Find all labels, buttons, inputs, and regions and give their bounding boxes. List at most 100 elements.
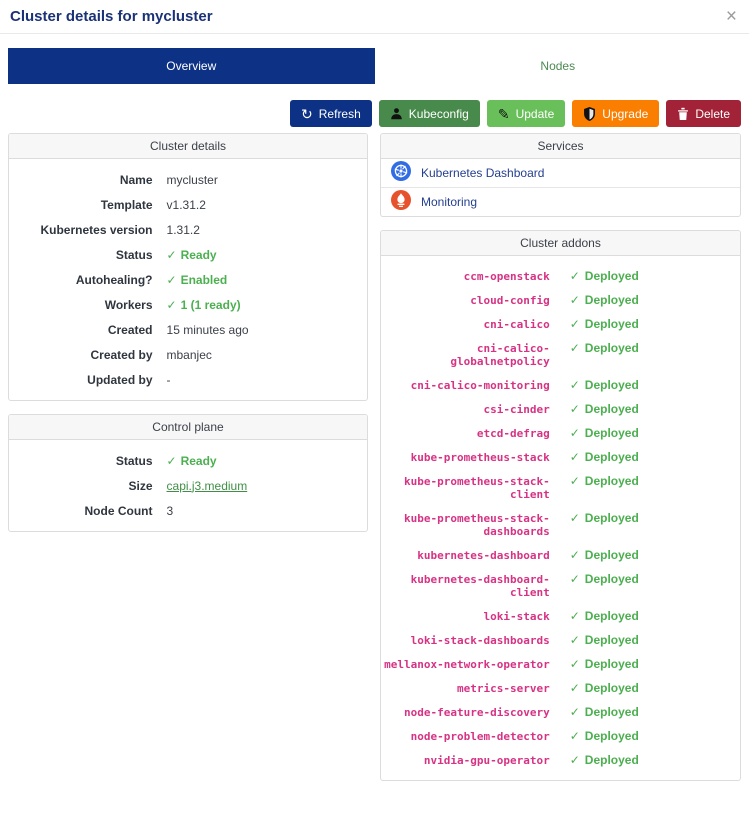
addon-name: node-feature-discovery [381, 706, 550, 719]
check-icon: ✓ [570, 548, 580, 562]
row-label: Template [9, 198, 167, 212]
check-icon: ✓ [570, 402, 580, 416]
row-value: 15 minutes ago [167, 323, 367, 337]
service-link-monitoring[interactable]: Monitoring [381, 188, 740, 217]
addon-row: kube-prometheus-stack-dashboards✓Deploye… [381, 506, 740, 543]
row-label: Created by [9, 348, 167, 362]
addon-row: etcd-defrag✓Deployed [381, 421, 740, 445]
addon-status: ✓Deployed [550, 657, 740, 671]
cluster-addons-panel: Cluster addons ccm-openstack✓Deployedclo… [380, 230, 741, 781]
tab-nodes[interactable]: Nodes [375, 48, 742, 84]
addon-name: kube-prometheus-stack-dashboards [381, 512, 550, 538]
addon-status: ✓Deployed [550, 753, 740, 767]
addon-row: kube-prometheus-stack✓Deployed [381, 445, 740, 469]
cluster-details-panel: Cluster details NamemyclusterTemplatev1.… [8, 133, 368, 401]
check-icon: ✓ [570, 729, 580, 743]
row-label: Status [9, 454, 167, 468]
addon-row: cni-calico-globalnetpolicy✓Deployed [381, 336, 740, 373]
check-icon: ✓ [167, 298, 177, 312]
kubeconfig-button-label: Kubeconfig [409, 107, 469, 121]
modal-header: Cluster details for mycluster × [0, 0, 749, 34]
check-icon: ✓ [570, 378, 580, 392]
size-link[interactable]: capi.j3.medium [167, 479, 248, 493]
addon-status: ✓Deployed [550, 609, 740, 623]
service-link-kubernetes-dashboard[interactable]: Kubernetes Dashboard [381, 159, 740, 188]
control-plane-body: Status✓ReadySizecapi.j3.mediumNode Count… [9, 440, 367, 531]
row-label: Autohealing? [9, 273, 167, 287]
action-toolbar: ↻ Refresh Kubeconfig ✎ Update Upgrade De… [8, 100, 741, 127]
addon-status: ✓Deployed [550, 474, 740, 488]
prometheus-icon [391, 190, 411, 213]
check-icon: ✓ [570, 474, 580, 488]
check-icon: ✓ [570, 609, 580, 623]
refresh-button[interactable]: ↻ Refresh [290, 100, 372, 127]
tab-nodes-label: Nodes [540, 59, 575, 73]
cluster-addons-header: Cluster addons [381, 231, 740, 256]
table-row: Status✓Ready [9, 448, 367, 473]
row-value: capi.j3.medium [167, 479, 367, 493]
addon-row: mellanox-network-operator✓Deployed [381, 652, 740, 676]
addon-status: ✓Deployed [550, 572, 740, 586]
table-row: Updated by- [9, 367, 367, 392]
addon-name: etcd-defrag [381, 427, 550, 440]
addon-status: ✓Deployed [550, 269, 740, 283]
cluster-details-body: NamemyclusterTemplatev1.31.2Kubernetes v… [9, 159, 367, 400]
check-icon: ✓ [167, 454, 177, 468]
check-icon: ✓ [570, 450, 580, 464]
addon-status: ✓Deployed [550, 633, 740, 647]
check-icon: ✓ [167, 273, 177, 287]
content-columns: Cluster details NamemyclusterTemplatev1.… [0, 133, 749, 794]
update-button[interactable]: ✎ Update [487, 100, 565, 127]
addon-row: kubernetes-dashboard-client✓Deployed [381, 567, 740, 604]
delete-button[interactable]: Delete [666, 100, 741, 127]
addon-row: node-feature-discovery✓Deployed [381, 700, 740, 724]
row-label: Created [9, 323, 167, 337]
row-value: ✓Ready [167, 248, 367, 262]
services-body: Kubernetes Dashboard Monitoring [381, 159, 740, 216]
right-column: Services Kubernetes DashboardMonitoring … [380, 133, 741, 794]
row-label: Updated by [9, 373, 167, 387]
check-icon: ✓ [167, 248, 177, 262]
row-label: Name [9, 173, 167, 187]
addon-name: cni-calico [381, 318, 550, 331]
addon-row: loki-stack✓Deployed [381, 604, 740, 628]
service-label: Monitoring [421, 195, 477, 209]
table-row: Node Count3 [9, 498, 367, 523]
tab-overview-label: Overview [166, 59, 216, 73]
kubeconfig-button[interactable]: Kubeconfig [379, 100, 480, 127]
table-row: Kubernetes version1.31.2 [9, 217, 367, 242]
pencil-icon: ✎ [498, 107, 510, 121]
cluster-details-header: Cluster details [9, 134, 367, 159]
person-icon [390, 107, 403, 120]
addon-status: ✓Deployed [550, 378, 740, 392]
tab-overview[interactable]: Overview [8, 48, 375, 84]
check-icon: ✓ [570, 572, 580, 586]
addon-row: cloud-config✓Deployed [381, 288, 740, 312]
close-icon[interactable]: × [726, 7, 737, 26]
addon-status: ✓Deployed [550, 705, 740, 719]
addon-name: cni-calico-globalnetpolicy [381, 342, 550, 368]
addon-status: ✓Deployed [550, 293, 740, 307]
addon-row: nvidia-gpu-operator✓Deployed [381, 748, 740, 772]
row-label: Size [9, 479, 167, 493]
refresh-button-label: Refresh [319, 107, 361, 121]
addon-row: node-problem-detector✓Deployed [381, 724, 740, 748]
row-value: 3 [167, 504, 367, 518]
cluster-addons-body: ccm-openstack✓Deployedcloud-config✓Deplo… [381, 256, 740, 780]
addon-status: ✓Deployed [550, 317, 740, 331]
update-button-label: Update [516, 107, 555, 121]
upgrade-button[interactable]: Upgrade [572, 100, 659, 127]
row-value: - [167, 373, 367, 387]
addon-row: csi-cinder✓Deployed [381, 397, 740, 421]
addon-row: ccm-openstack✓Deployed [381, 264, 740, 288]
row-label: Node Count [9, 504, 167, 518]
refresh-icon: ↻ [301, 107, 313, 121]
addon-name: mellanox-network-operator [381, 658, 550, 671]
control-plane-panel: Control plane Status✓ReadySizecapi.j3.me… [8, 414, 368, 532]
table-row: Created bymbanjec [9, 342, 367, 367]
tab-bar: Overview Nodes [8, 48, 741, 84]
row-label: Status [9, 248, 167, 262]
table-row: Templatev1.31.2 [9, 192, 367, 217]
row-value: 1.31.2 [167, 223, 367, 237]
delete-button-label: Delete [695, 107, 730, 121]
